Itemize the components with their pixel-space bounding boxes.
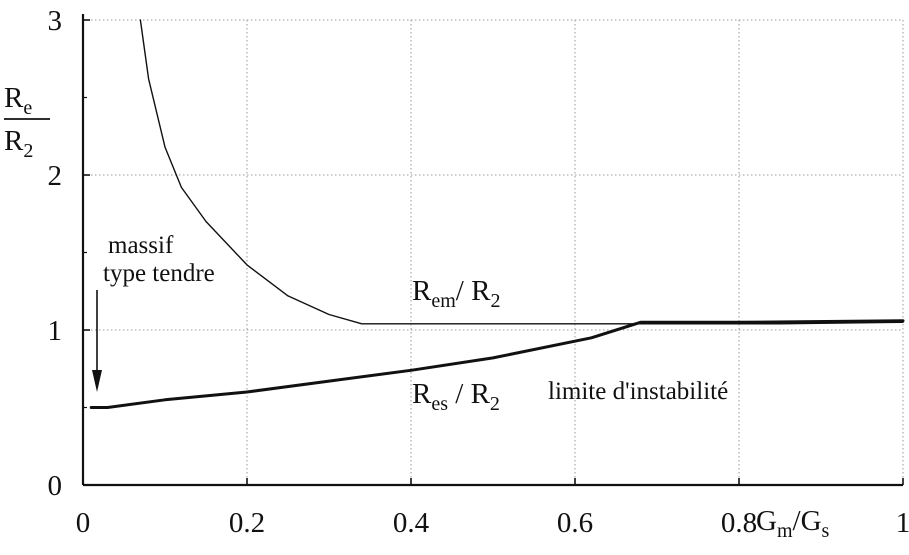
series-label-res: Res / R2 — [412, 378, 500, 415]
series-line-res — [89, 319, 905, 409]
axes — [81, 14, 904, 487]
x-tick-label: 0 — [76, 507, 91, 539]
grid — [83, 19, 904, 485]
tick-labels: 0 0.2 0.4 0.6 0.8 1 0 1 2 3 — [48, 5, 909, 539]
y-tick-label: 3 — [48, 5, 63, 37]
instability-limit-label: limite d'instabilité — [548, 378, 728, 405]
series-line-rem — [139, 19, 904, 325]
x-tick-label: 0.4 — [393, 507, 430, 539]
x-tick-label: 0.2 — [229, 507, 265, 539]
y-tick-label: 2 — [48, 160, 63, 192]
y-axis-label: Re R2 — [4, 82, 50, 162]
y-tick-label: 1 — [48, 315, 63, 347]
x-tick-label: 1 — [896, 507, 909, 539]
y-label-denominator: R2 — [4, 125, 33, 162]
annotation-soft-massif: massif type tendre — [92, 232, 215, 392]
x-tick-label: 0.8 — [721, 507, 757, 539]
x-axis-label: Gm/Gs — [756, 505, 830, 542]
y-label-numerator: Re — [4, 82, 32, 119]
y-tick-label: 0 — [48, 470, 63, 502]
series-label-rem: Rem/ R2 — [412, 275, 500, 312]
series-group — [89, 19, 905, 409]
annotation-line-1: massif — [108, 232, 174, 259]
annotation-line-2: type tendre — [103, 260, 215, 287]
x-tick-label: 0.6 — [557, 507, 593, 539]
annotation-arrowhead — [92, 370, 102, 392]
